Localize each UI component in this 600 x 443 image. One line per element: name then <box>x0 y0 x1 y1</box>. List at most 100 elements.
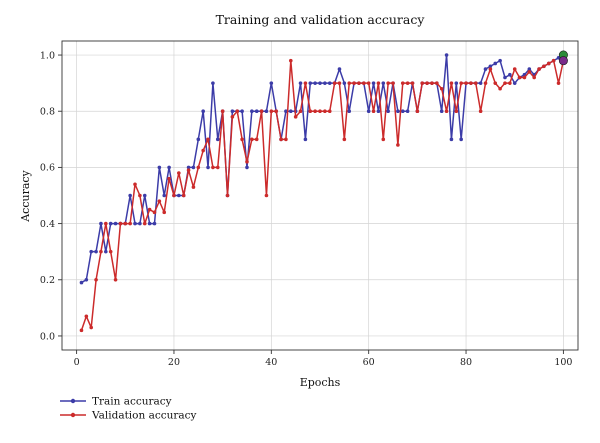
data-point <box>191 165 196 170</box>
data-point <box>201 148 205 153</box>
data-point <box>318 81 322 85</box>
data-point <box>94 277 98 282</box>
data-point <box>84 314 89 319</box>
data-point <box>79 280 84 285</box>
data-point <box>366 109 371 114</box>
data-point <box>483 67 488 71</box>
data-point <box>196 165 201 170</box>
data-point <box>551 58 556 63</box>
data-point <box>512 81 517 85</box>
data-point <box>99 221 103 226</box>
data-point <box>240 137 244 142</box>
legend-label: Train accuracy <box>92 396 172 408</box>
data-point <box>172 193 176 198</box>
data-point <box>478 81 483 85</box>
data-point <box>332 81 337 85</box>
data-point <box>542 64 546 69</box>
data-point <box>415 109 420 114</box>
data-point <box>337 81 342 85</box>
data-point <box>313 81 317 85</box>
data-point <box>147 207 152 212</box>
series-train <box>79 53 566 285</box>
data-point <box>498 58 502 63</box>
y-tick-label: 1.0 <box>40 50 55 61</box>
data-point <box>303 137 308 142</box>
data-point <box>142 193 147 198</box>
data-point <box>347 81 352 85</box>
x-tick-label: 60 <box>363 357 375 368</box>
data-point <box>362 81 366 85</box>
y-tick-label: 0.8 <box>40 107 55 118</box>
legend: Train accuracy Validation accuracy <box>60 396 197 422</box>
data-point <box>444 53 449 57</box>
data-point <box>391 81 395 85</box>
data-point <box>181 193 186 198</box>
data-point <box>191 185 196 189</box>
y-tick-label: 0.2 <box>40 275 55 286</box>
data-point <box>128 221 132 226</box>
data-point <box>323 81 327 85</box>
data-point <box>264 193 269 198</box>
data-point <box>225 193 230 198</box>
data-point <box>284 109 288 114</box>
data-point <box>89 325 94 330</box>
data-point <box>269 81 274 85</box>
x-tick-label: 100 <box>554 357 572 368</box>
data-point <box>381 137 386 142</box>
data-point <box>142 221 147 226</box>
data-point <box>303 81 308 85</box>
data-point <box>488 67 493 71</box>
series-line <box>81 54 564 284</box>
data-point <box>288 109 293 114</box>
data-point <box>396 143 400 147</box>
data-point <box>503 75 507 80</box>
data-point <box>449 137 454 142</box>
data-point <box>186 168 191 173</box>
data-point <box>430 81 434 85</box>
data-point <box>264 109 269 114</box>
data-point <box>128 193 132 198</box>
data-point <box>371 81 376 85</box>
data-point <box>503 81 507 85</box>
data-point <box>439 109 444 114</box>
data-point <box>274 109 278 114</box>
data-point <box>206 165 210 170</box>
data-point <box>352 81 356 85</box>
data-point <box>284 137 288 142</box>
data-point <box>508 72 512 77</box>
data-point <box>342 137 347 142</box>
data-point <box>186 165 191 170</box>
highlight-marker <box>558 56 568 66</box>
data-point <box>113 277 118 282</box>
data-point <box>104 249 108 254</box>
data-point <box>152 221 157 226</box>
data-point <box>259 109 264 114</box>
data-point <box>537 67 541 71</box>
data-point <box>196 137 201 142</box>
data-point <box>254 137 259 142</box>
chart-title: Training and validation accuracy <box>216 12 426 27</box>
data-point <box>206 137 210 142</box>
legend-label: Validation accuracy <box>91 410 197 422</box>
data-point <box>167 165 171 170</box>
data-point <box>211 81 215 85</box>
data-point <box>215 165 220 170</box>
data-point <box>449 81 454 85</box>
data-point <box>235 109 240 114</box>
data-point <box>215 137 220 142</box>
y-tick-label: 0.0 <box>40 331 55 342</box>
data-point <box>473 81 478 85</box>
data-point <box>245 159 249 164</box>
data-point <box>211 165 215 170</box>
data-point <box>444 109 449 114</box>
data-point <box>201 109 205 114</box>
data-point <box>133 182 137 187</box>
data-point <box>483 81 488 85</box>
series-layer <box>79 50 568 333</box>
data-point <box>230 109 235 114</box>
x-tick-label: 0 <box>74 357 80 368</box>
data-point <box>366 81 371 85</box>
data-point <box>250 109 254 114</box>
data-point <box>162 210 167 215</box>
data-point <box>386 81 390 85</box>
